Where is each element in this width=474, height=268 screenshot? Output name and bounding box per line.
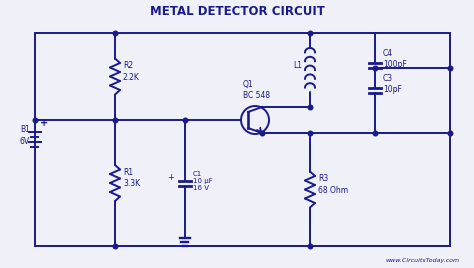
Text: C1
10 μF
16 V: C1 10 μF 16 V [193, 171, 213, 191]
Text: R2
2.2K: R2 2.2K [123, 61, 140, 81]
Text: +: + [168, 173, 174, 183]
Text: C3
10pF: C3 10pF [383, 74, 402, 94]
Text: +: + [40, 118, 48, 128]
Text: www.CircuitsToday.com: www.CircuitsToday.com [386, 258, 460, 263]
Text: C4
100pF: C4 100pF [383, 49, 407, 69]
Text: Q1
BC 548: Q1 BC 548 [243, 80, 270, 100]
Text: METAL DETECTOR CIRCUIT: METAL DETECTOR CIRCUIT [150, 5, 324, 18]
Text: R3
68 Ohm: R3 68 Ohm [318, 174, 348, 195]
Text: R1
3.3K: R1 3.3K [123, 168, 140, 188]
Text: B1
6V: B1 6V [20, 125, 30, 146]
Text: L1: L1 [293, 61, 302, 69]
